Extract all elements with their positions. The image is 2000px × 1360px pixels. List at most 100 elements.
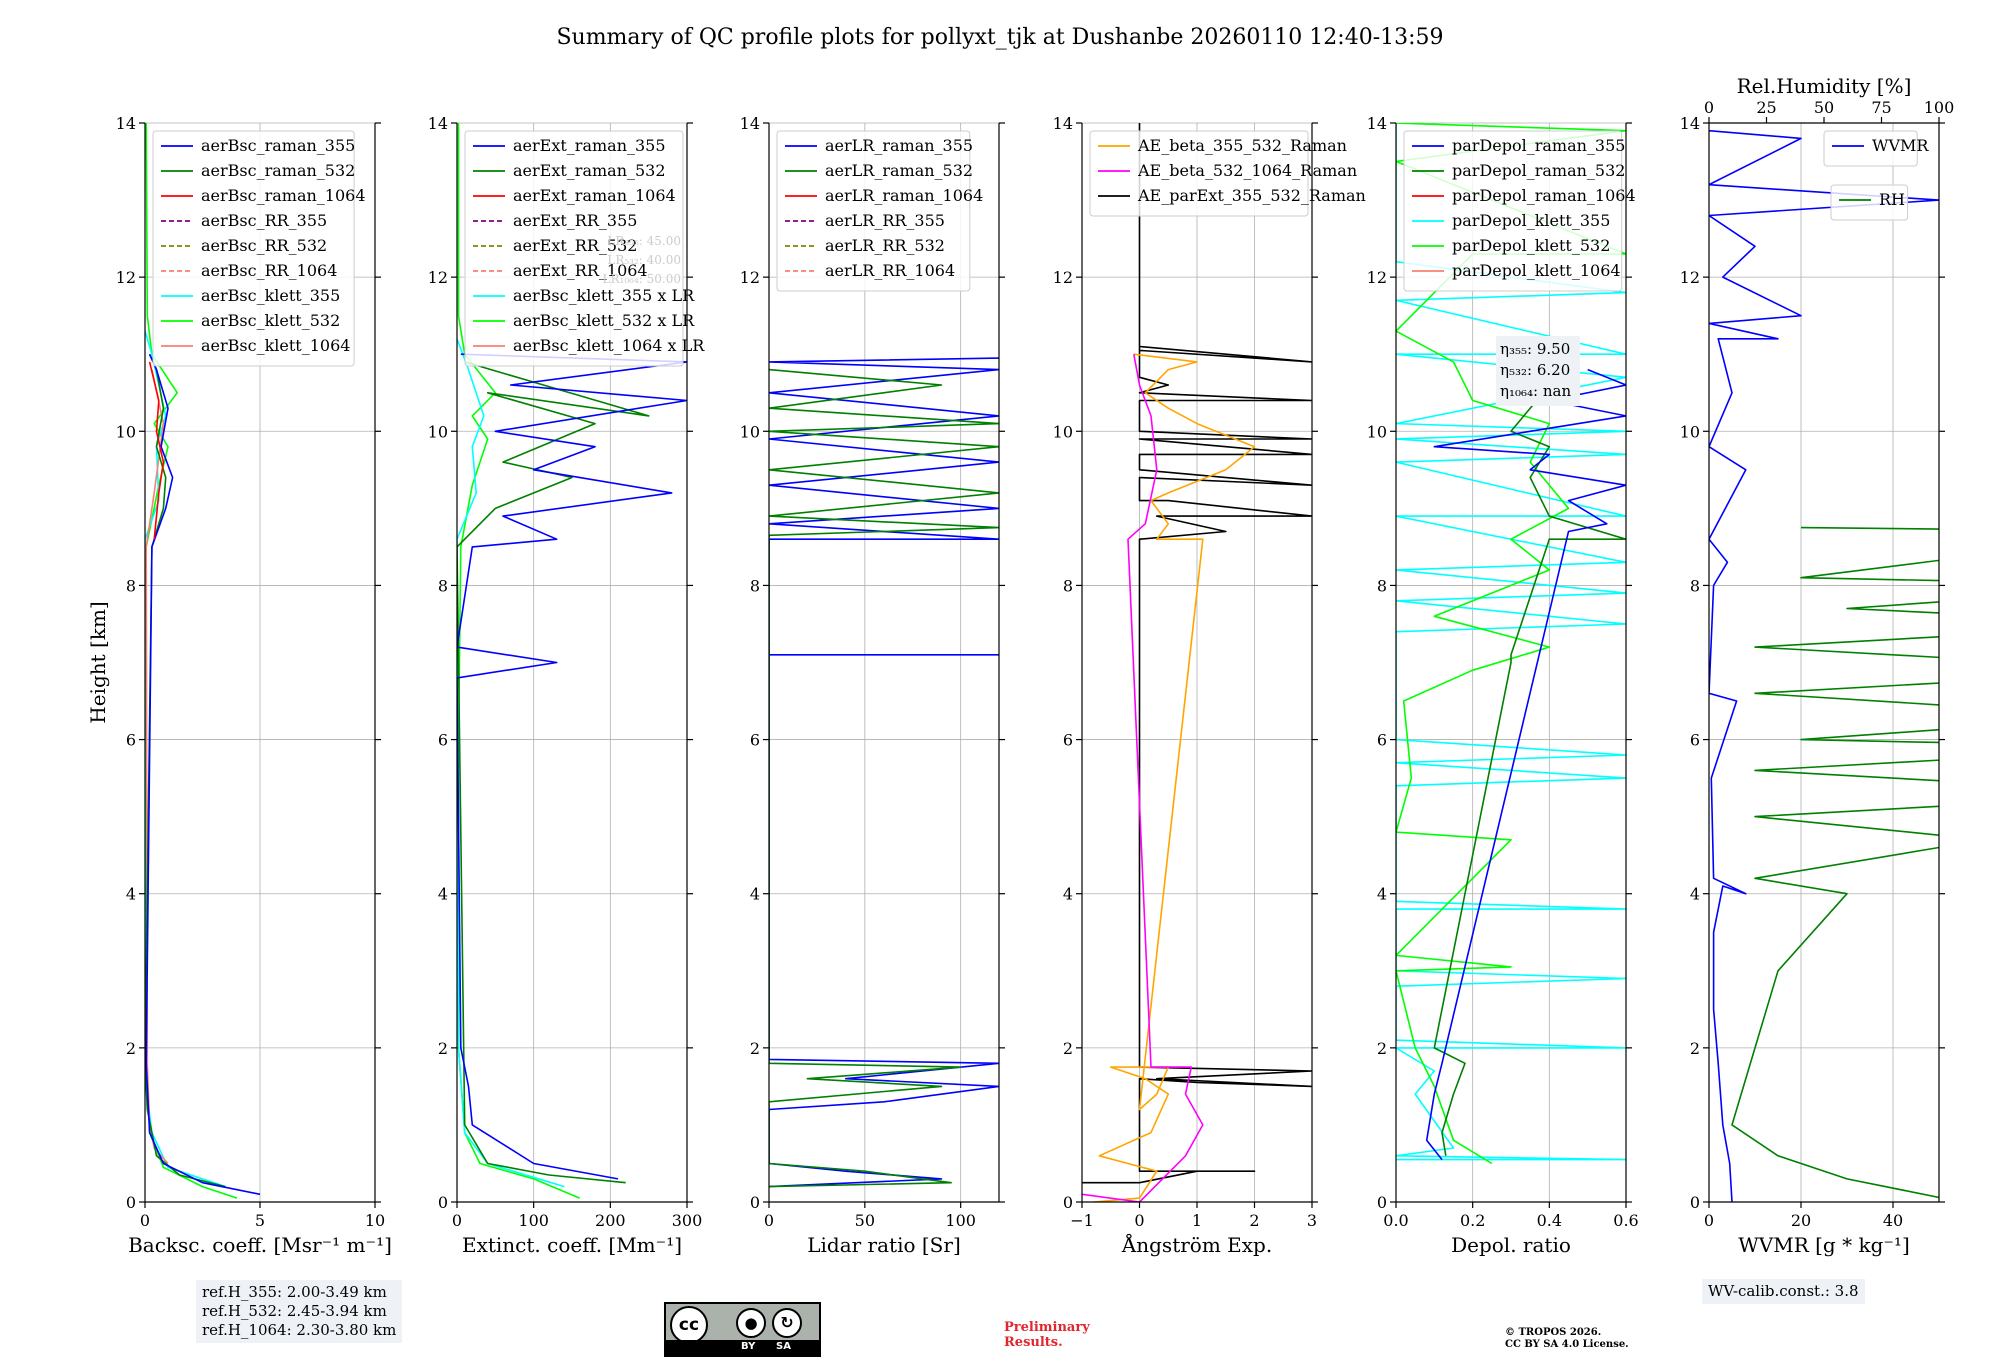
y-tick-label: 8 xyxy=(750,576,760,595)
x-axis-label: Ångström Exp. xyxy=(1121,1232,1272,1257)
y-tick-label: 14 xyxy=(116,114,136,133)
y-tick-label: 8 xyxy=(1063,576,1073,595)
legend: aerLR_raman_355 aerLR_raman_532 aerLR_rama… xyxy=(776,130,983,292)
reference-height-box: ref.H_355: 2.00-3.49 km ref.H_532: 2.45-… xyxy=(196,1280,403,1343)
series-line-parDepol_raman_355 xyxy=(1425,368,1626,1161)
y-tick-label: 6 xyxy=(750,731,760,750)
legend-label: aerLR_raman_355 xyxy=(825,136,973,155)
legend-label: parDepol_raman_532 xyxy=(1452,161,1625,180)
x-tick-label: 0.6 xyxy=(1613,1211,1638,1230)
eta-annotation: η₁₀₆₄: nan xyxy=(1500,382,1571,400)
y-tick-label: 8 xyxy=(438,576,448,595)
x-axis-label: Backsc. coeff. [Msr⁻¹ m⁻¹] xyxy=(128,1233,392,1257)
legend-frame xyxy=(464,130,684,367)
series-line-aerBsc_raman_355 xyxy=(145,353,261,1196)
series-line-aerBsc_klett_355 xyxy=(145,330,226,1188)
y-tick-label: 10 xyxy=(1053,422,1073,441)
panel-ext: 0 2 4 6 8 10 12 14 0 100 200 300 Extinct. coeff. [Mm… xyxy=(428,114,706,1257)
y-tick-label: 12 xyxy=(1367,268,1387,287)
y-tick-label: 12 xyxy=(1680,268,1700,287)
x2-tick-label: 25 xyxy=(1756,98,1776,117)
legend-label: aerLR_RR_532 xyxy=(825,236,945,255)
legend-frame xyxy=(1823,130,1918,167)
x-tick-label: 40 xyxy=(1883,1211,1903,1230)
series-line-aerExt_raman_355 xyxy=(457,353,687,1180)
y-tick-label: 6 xyxy=(1377,731,1387,750)
y-tick-label: 12 xyxy=(1053,268,1073,287)
series-line-aerBsc_raman_1064 xyxy=(148,361,165,540)
y-tick-label: 2 xyxy=(126,1039,136,1058)
x-tick-label: 100 xyxy=(945,1211,976,1230)
y-tick-label: 6 xyxy=(438,731,448,750)
legend-label: aerLR_RR_1064 xyxy=(825,261,955,280)
x2-tick-label: 0 xyxy=(1704,98,1714,117)
lidar-ratio-annotation: LR₅₃₂: 40.00 xyxy=(607,253,681,267)
y-tick-label: 14 xyxy=(428,114,448,133)
legend-label: aerBsc_klett_1064 xyxy=(201,336,350,355)
legend: aerBsc_raman_355 aerBsc_raman_532 aerBsc_r… xyxy=(152,130,366,367)
y-tick-label: 0 xyxy=(750,1193,760,1212)
copyright-line-1: © TROPOS 2026. xyxy=(1505,1327,1602,1338)
panel-bsc: 0 2 4 6 8 10 12 14 0 5 10 Backsc. coeff. [Msr⁻¹ m⁻¹… xyxy=(86,114,392,1257)
series-line-aerBsc_klett_355 x LR xyxy=(457,338,565,1188)
legend-label: parDepol_raman_1064 xyxy=(1452,186,1636,205)
legend-label: parDepol_klett_1064 xyxy=(1452,261,1621,280)
y-tick-label: 4 xyxy=(1377,885,1387,904)
figure-title: Summary of QC profile plots for pollyxt_… xyxy=(556,25,1443,50)
legend-label: aerLR_raman_532 xyxy=(825,161,973,180)
x-tick-label: 0 xyxy=(1134,1211,1144,1230)
series-line-AE_parExt_355_532_Raman xyxy=(1082,123,1312,1184)
x-axis-label: Depol. ratio xyxy=(1451,1233,1571,1257)
y-tick-label: 8 xyxy=(126,576,136,595)
legend-label: aerExt_raman_355 xyxy=(513,136,666,155)
series-line-WVMR xyxy=(1709,129,1939,1202)
refh-1064: ref.H_1064: 2.30-3.80 km xyxy=(202,1321,397,1339)
series-group xyxy=(769,357,999,1188)
y-tick-label: 2 xyxy=(750,1039,760,1058)
y-tick-label: 10 xyxy=(740,422,760,441)
x-axis-label: Extinct. coeff. [Mm⁻¹] xyxy=(462,1233,682,1257)
wv-calibration-box: WV-calib.const.: 3.8 xyxy=(1702,1279,1865,1304)
series-group xyxy=(1709,129,1939,1202)
x-axis-label: Lidar ratio [Sr] xyxy=(807,1233,961,1257)
x-tick-label: 0 xyxy=(452,1211,462,1230)
y-tick-label: 14 xyxy=(740,114,760,133)
x-tick-label: 0 xyxy=(140,1211,150,1230)
legend-frame xyxy=(776,130,971,292)
y-tick-label: 2 xyxy=(1690,1039,1700,1058)
y-tick-label: 2 xyxy=(1377,1039,1387,1058)
series-line-RH xyxy=(1731,526,1939,1199)
y-tick-label: 0 xyxy=(1377,1193,1387,1212)
y-tick-label: 2 xyxy=(438,1039,448,1058)
y-tick-label: 6 xyxy=(126,731,136,750)
y-tick-label: 8 xyxy=(1377,576,1387,595)
y-tick-label: 0 xyxy=(126,1193,136,1212)
share-alike-icon: ↻ xyxy=(772,1308,802,1338)
legend-label: aerLR_RR_355 xyxy=(825,211,945,230)
series-line-aerLR_raman_355 xyxy=(769,357,999,1188)
y-tick-label: 4 xyxy=(1063,885,1073,904)
preliminary-results-note: Preliminary Results. xyxy=(1004,1320,1090,1350)
legend-frame xyxy=(1403,130,1623,292)
legend-label: AE_beta_355_532_Raman xyxy=(1137,136,1347,155)
legend-frame xyxy=(152,130,355,367)
y-tick-label: 0 xyxy=(1690,1193,1700,1212)
series-group xyxy=(1082,123,1312,1202)
legend-label: aerBsc_klett_355 xyxy=(201,286,340,305)
x-tick-label: 300 xyxy=(672,1211,703,1230)
legend-label: aerExt_raman_1064 xyxy=(513,186,676,205)
y-tick-label: 4 xyxy=(126,885,136,904)
x-axis-label: WVMR [g * kg⁻¹] xyxy=(1738,1233,1910,1257)
preliminary-line-1: Preliminary xyxy=(1004,1320,1090,1335)
x2-axis-label: Rel.Humidity [%] xyxy=(1737,74,1912,98)
legend-label: aerBsc_RR_1064 xyxy=(201,261,337,280)
legend-wvmr: WVMR xyxy=(1823,130,1929,167)
x-tick-label: 0.2 xyxy=(1460,1211,1485,1230)
legend-label: aerBsc_klett_1064 x LR xyxy=(513,336,705,355)
y-tick-label: 10 xyxy=(428,422,448,441)
legend-label: aerBsc_raman_532 xyxy=(201,161,355,180)
series-line-aerExt_raman_532 xyxy=(457,361,650,1184)
